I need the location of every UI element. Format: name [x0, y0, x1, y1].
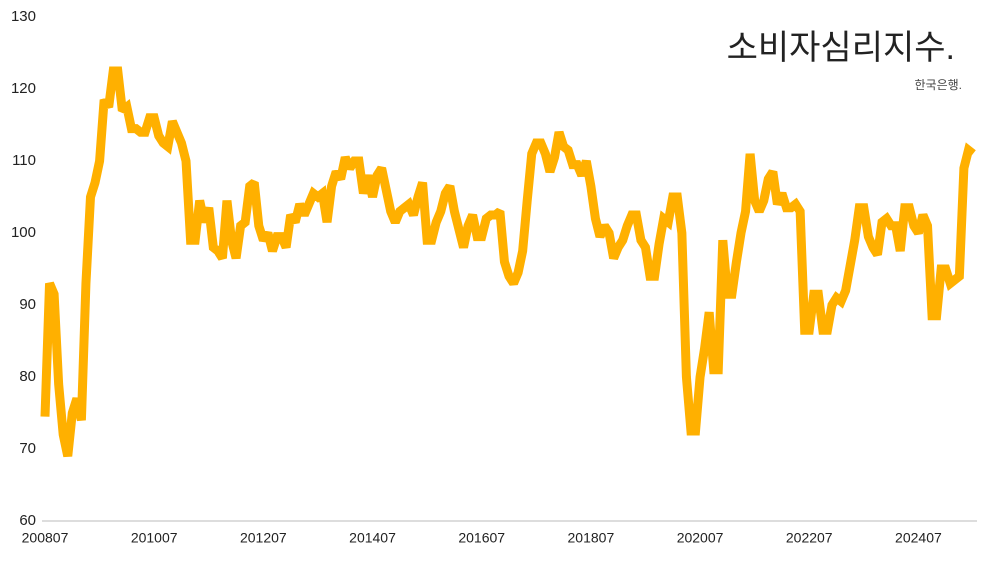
y-tick-label: 90	[19, 296, 36, 313]
x-tick-label: 201607	[458, 530, 505, 546]
x-tick-label: 202407	[895, 530, 942, 546]
x-tick-label: 201207	[240, 530, 287, 546]
chart-subtitle: 한국은행.	[915, 77, 963, 92]
x-tick-label: 201007	[131, 530, 178, 546]
x-tick-label: 202007	[677, 530, 724, 546]
chart-title: 소비자심리지수.	[727, 29, 955, 67]
y-tick-label: 100	[11, 224, 36, 241]
x-tick-label: 202207	[786, 530, 833, 546]
x-tick-label: 201807	[568, 530, 615, 546]
x-tick-label: 201407	[349, 530, 396, 546]
x-tick-label: 200807	[22, 530, 69, 546]
y-tick-label: 70	[19, 440, 36, 457]
y-tick-label: 120	[11, 80, 36, 97]
line	[40, 66, 976, 458]
y-tick-label: 130	[11, 8, 36, 25]
y-tick-label: 80	[19, 368, 36, 385]
y-tick-label: 60	[19, 512, 36, 529]
y-tick-label: 110	[12, 152, 36, 169]
